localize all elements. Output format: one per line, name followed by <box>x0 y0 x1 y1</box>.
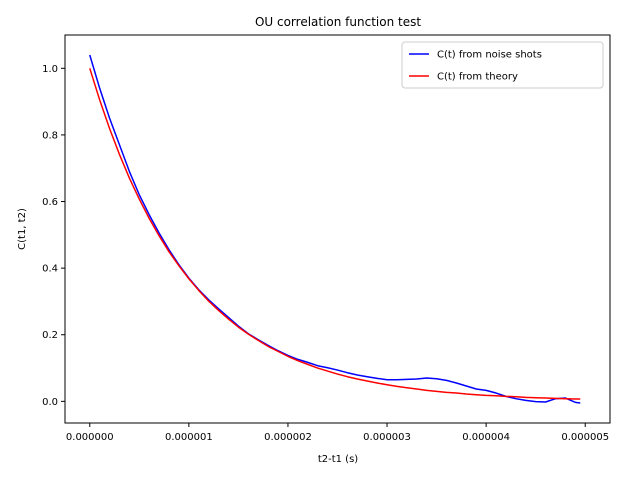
y-tick-label: 0.6 <box>42 197 58 208</box>
legend-label: C(t) from noise shots <box>437 50 542 61</box>
plot-area: 0.000000 0.000001 0.000002 0.000003 0.000004… <box>42 34 611 443</box>
legend-label: C(t) from theory <box>437 72 518 83</box>
y-tick-label: 0.4 <box>42 264 58 275</box>
x-axis-label: t2-t1 (s) <box>318 454 358 465</box>
x-tick-label: 0.000005 <box>561 432 609 443</box>
chart-title: OU correlation function test <box>255 15 421 29</box>
x-ticks: 0.000000 0.000001 0.000002 0.000003 0.000004… <box>66 423 609 443</box>
x-tick-label: 0.000004 <box>462 432 510 443</box>
series-layer <box>89 54 581 404</box>
y-tick-label: 0.0 <box>42 397 58 408</box>
series-line-theory <box>89 68 581 400</box>
legend: C(t) from noise shots C(t) from theory <box>401 41 604 89</box>
y-tick-label: 0.2 <box>42 330 58 341</box>
legend-items: C(t) from noise shots C(t) from theory <box>409 50 542 83</box>
x-tick-label: 0.000002 <box>264 432 312 443</box>
axes-frame <box>64 34 611 424</box>
y-tick-label: 1.0 <box>42 64 58 75</box>
y-ticks: 0.0 0.2 0.4 0.6 0.8 1.0 <box>42 64 65 408</box>
y-axis-label: C(t1, t2) <box>17 208 28 250</box>
y-tick-label: 0.8 <box>42 130 58 141</box>
x-tick-label: 0.000003 <box>363 432 411 443</box>
x-tick-label: 0.000000 <box>66 432 114 443</box>
series-line-noise-shots <box>89 54 581 404</box>
x-tick-label: 0.000001 <box>165 432 213 443</box>
legend-box <box>401 41 604 89</box>
